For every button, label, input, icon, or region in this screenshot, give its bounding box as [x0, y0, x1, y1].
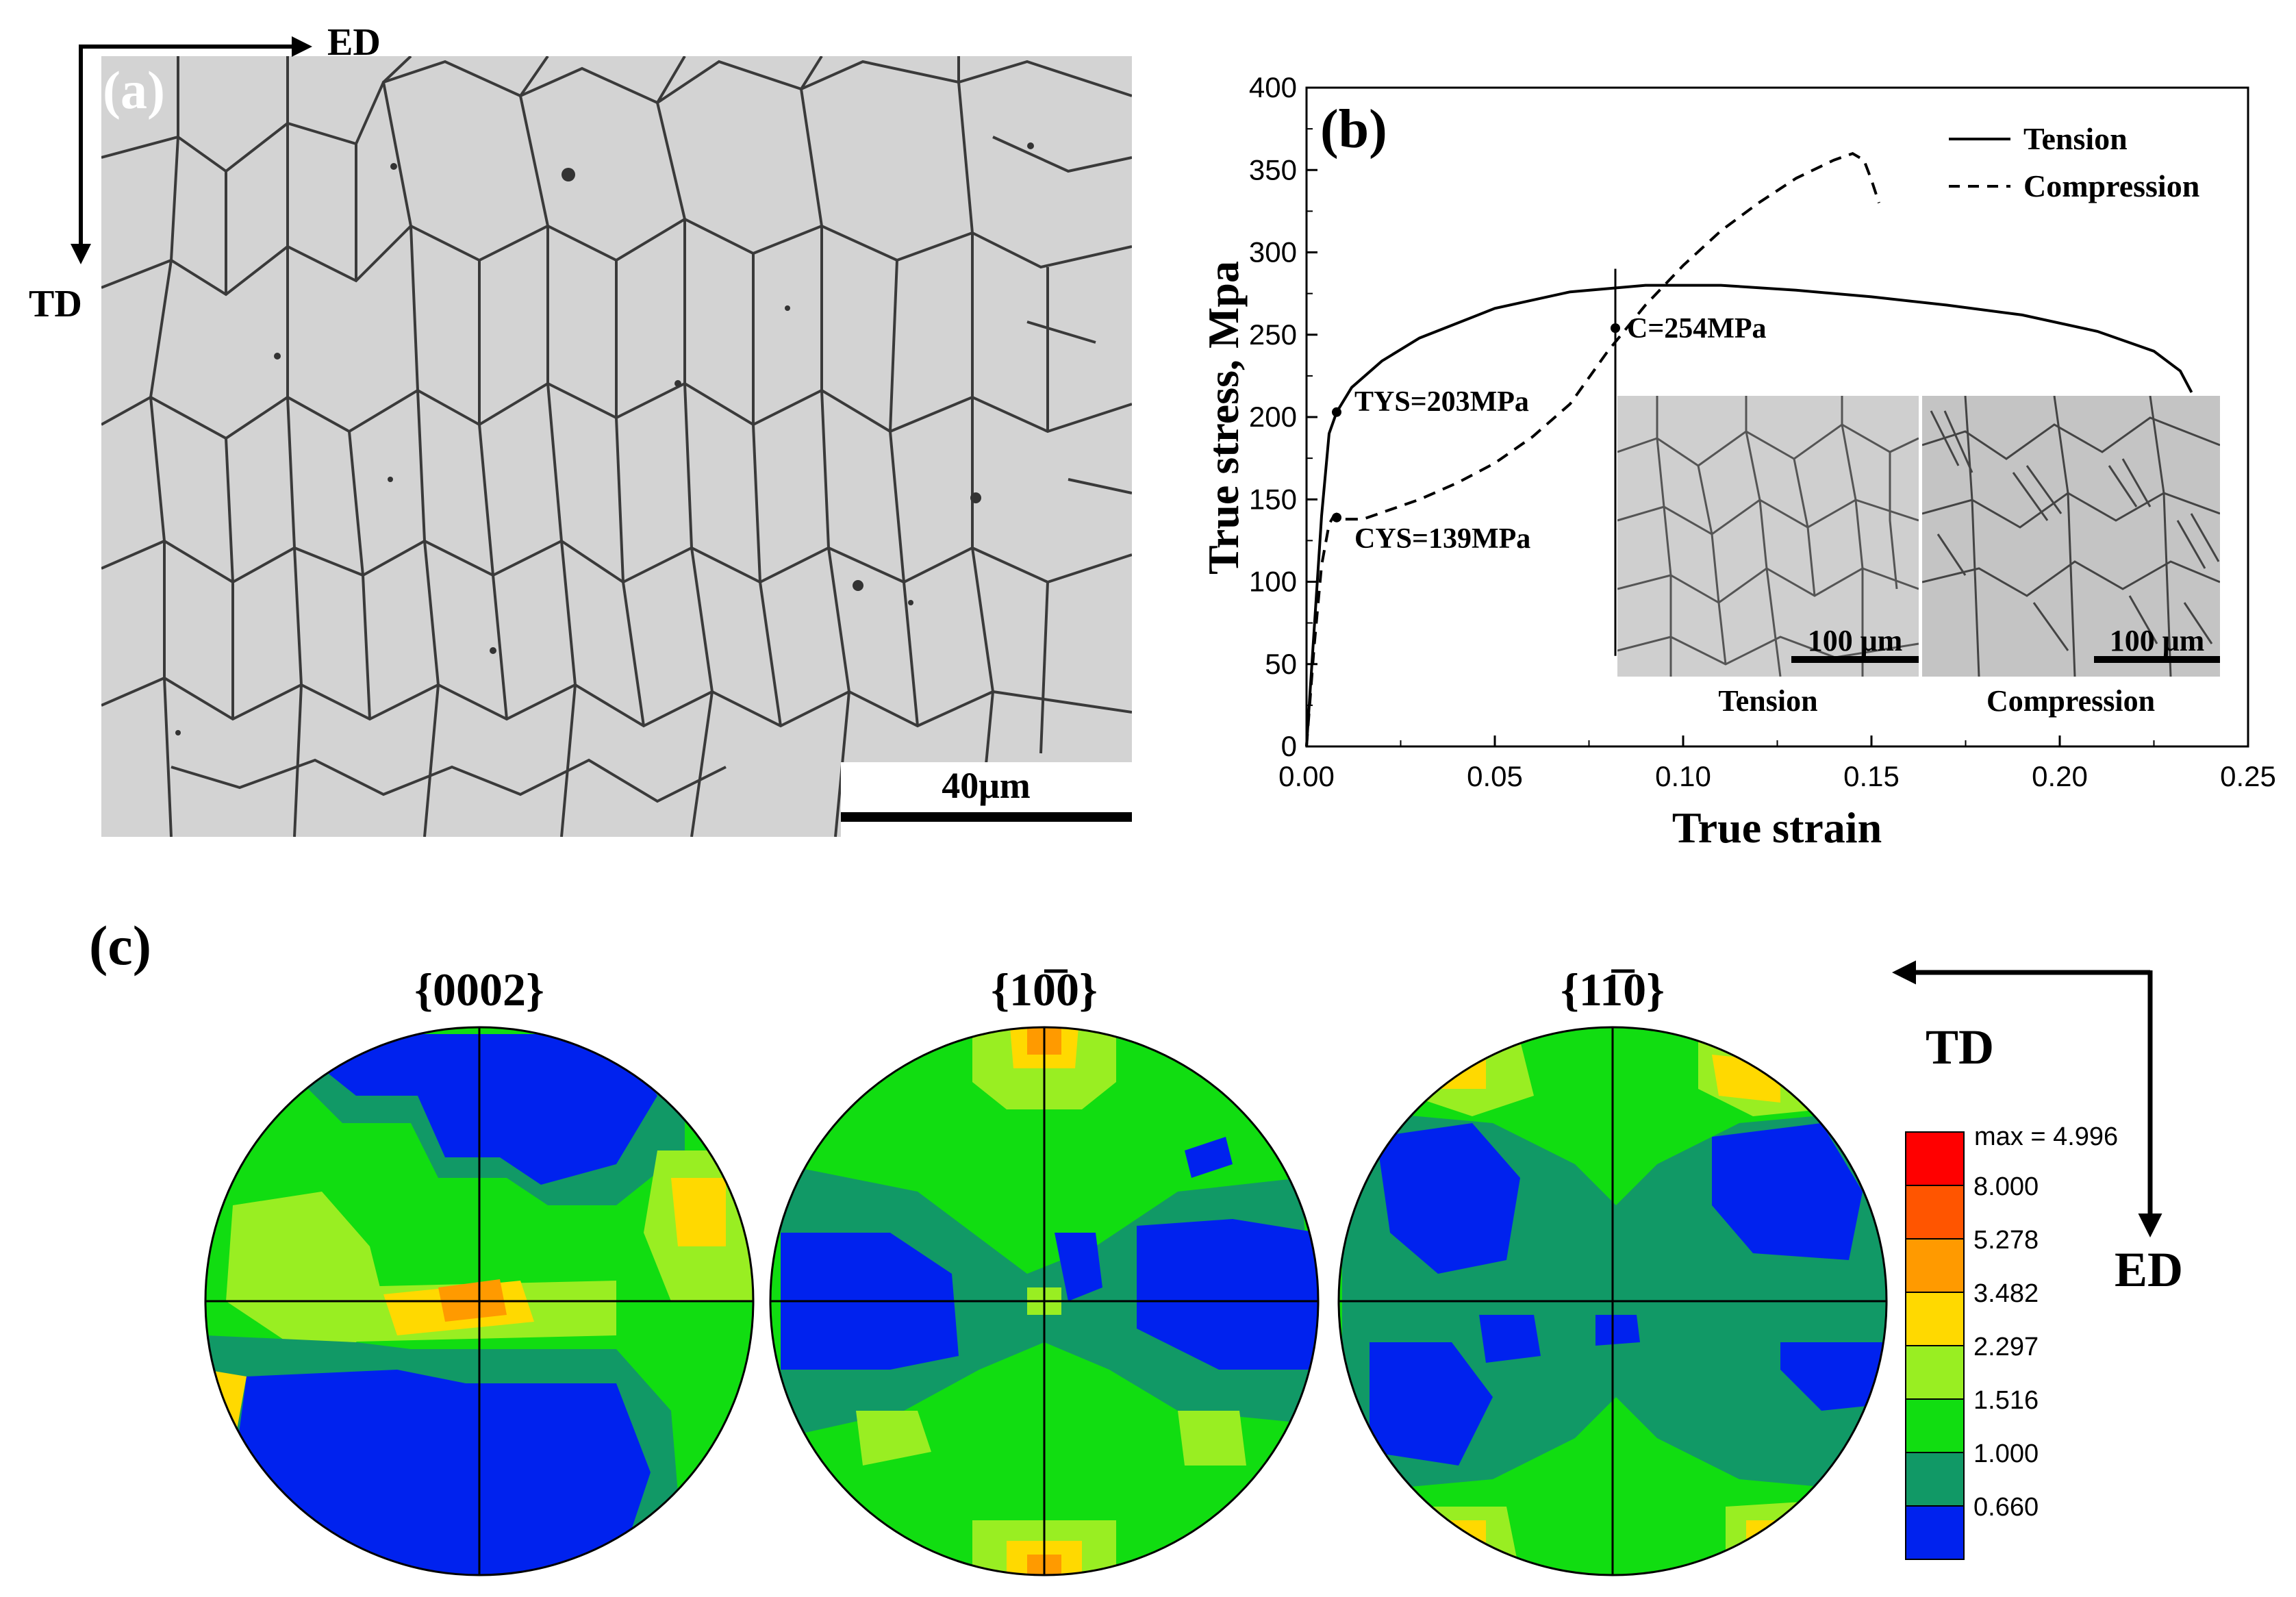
legend-level-label: 2.297	[1973, 1333, 2039, 1361]
legend-max: max = 4.996	[1974, 1122, 2118, 1151]
grain-boundaries-a	[101, 56, 1132, 837]
y-tick-label: 100	[1249, 566, 1297, 598]
tys-annotation: TYS=203MPa	[1354, 386, 1529, 418]
scale-bar-a	[841, 812, 1132, 822]
x-tick-label: 0.05	[1467, 760, 1523, 792]
x-tick-label: 0.20	[2032, 760, 2088, 792]
panel-b-label: (b)	[1320, 99, 1387, 160]
inset-compression: 100 μm Compression	[1922, 396, 2220, 718]
x-tick-label: 0.25	[2220, 760, 2276, 792]
micrograph-dots	[175, 142, 1034, 735]
y-tick-label: 150	[1249, 483, 1297, 515]
legend-swatch	[1905, 1452, 1965, 1507]
panel-a: (a) 40μm ED TD	[29, 21, 1132, 837]
c-annotation: C=254MPa	[1627, 313, 1767, 344]
legend-swatch	[1905, 1505, 1965, 1560]
legend-swatch	[1905, 1292, 1965, 1346]
panel-c: (c) {0002} {10̅0}	[89, 914, 2183, 1576]
x-tick-label: 0.10	[1655, 760, 1711, 792]
legend-swatch	[1905, 1238, 1965, 1293]
scale-bar-label-a: 40μm	[942, 765, 1031, 806]
x-tick-label: 0.15	[1843, 760, 1900, 792]
contour-legend: max = 4.996 8.000 5.278 3.482 2.297 1.516 1.0…	[1905, 1122, 2118, 1560]
data-point	[1332, 512, 1341, 523]
panel-a-label: (a)	[103, 60, 165, 120]
legend-swatch	[1905, 1398, 1965, 1453]
series-tension-line	[1305, 284, 2193, 747]
data-point	[1611, 323, 1620, 334]
x-tick-label: 0.00	[1278, 760, 1335, 792]
y-tick-label: 300	[1249, 236, 1297, 268]
td-label-a: TD	[29, 283, 82, 325]
y-axis: 0 50 100 150 200 250 300 350 400	[1249, 71, 1317, 762]
y-tick-label: 350	[1249, 153, 1297, 186]
legend-swatch	[1905, 1345, 1965, 1400]
y-axis-title: True stress, Mpa	[1199, 261, 1248, 575]
x-axis: 0.00 0.05 0.10 0.15 0.20 0.25	[1278, 735, 2276, 792]
ed-label-a: ED	[327, 21, 381, 64]
pole-figure-0002: {0002}	[204, 964, 755, 1576]
y-tick-label: 0	[1281, 730, 1297, 762]
inset-tension: 100 μm Tension	[1617, 396, 1919, 718]
legend-swatch	[1905, 1131, 1965, 1186]
legend-level-label: 1.516	[1973, 1386, 2039, 1415]
legend-tension-label: Tension	[2023, 121, 2128, 156]
y-tick-label: 250	[1249, 318, 1297, 351]
panel-b: 0 50 100 150 200 250 300 350 400 0.00 0.05 0.10 0.1…	[1199, 71, 2276, 852]
y-tick-label: 200	[1249, 401, 1297, 433]
inset-tension-label: Tension	[1718, 684, 1817, 718]
legend-level-label: 8.000	[1973, 1172, 2039, 1201]
y-tick-label: 400	[1249, 71, 1297, 103]
inset-compression-scale: 100 μm	[2110, 624, 2205, 657]
pole-figure-title: {11̅0}	[1561, 964, 1665, 1016]
inset-compression-label: Compression	[1986, 684, 2155, 718]
panel-c-label: (c)	[89, 914, 151, 977]
pole-figure-10-10: {10̅0}	[769, 964, 1320, 1576]
td-label-c: TD	[1926, 1020, 1994, 1074]
data-point	[1332, 407, 1341, 417]
legend-level-label: 1.000	[1973, 1439, 2039, 1468]
inset-tension-scale: 100 μm	[1808, 624, 1903, 657]
legend: Tension Compression	[1949, 121, 2199, 203]
pole-figure-title: {0002}	[414, 964, 544, 1016]
legend-level-label: 0.660	[1973, 1493, 2039, 1522]
legend-level-label: 3.482	[1973, 1279, 2039, 1308]
legend-swatch	[1905, 1185, 1965, 1240]
ed-label-c: ED	[2115, 1242, 2183, 1297]
x-axis-title: True strain	[1672, 803, 1882, 852]
scale-bar-box-a	[841, 762, 1132, 837]
cys-annotation: CYS=139MPa	[1354, 523, 1530, 555]
point-layer	[1332, 268, 1620, 656]
y-tick-label: 50	[1265, 648, 1297, 680]
pole-figure-11-20: {11̅0}	[1337, 964, 1888, 1576]
legend-level-label: 5.278	[1973, 1226, 2039, 1255]
pole-figure-title: {10̅0}	[991, 964, 1098, 1016]
legend-compression-label: Compression	[2023, 168, 2199, 203]
